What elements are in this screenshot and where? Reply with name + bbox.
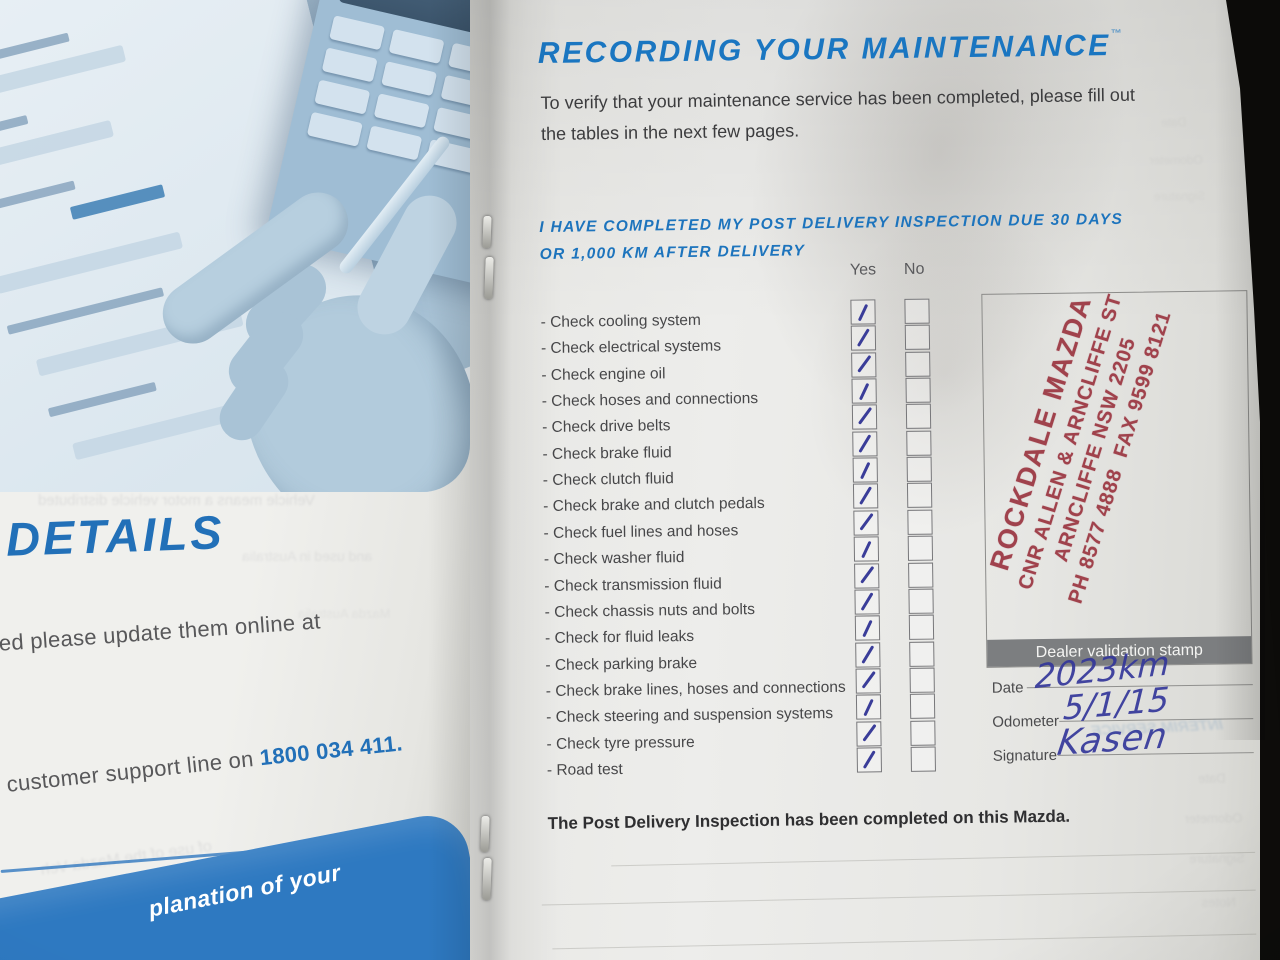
yes-checkbox — [853, 536, 880, 562]
show-through-text: Date — [1160, 114, 1187, 130]
no-checkbox — [910, 720, 936, 746]
no-checkbox — [905, 377, 931, 403]
blue-box-text-fragment: planation of your — [146, 859, 343, 922]
show-through-text: Notes — [1201, 894, 1236, 910]
tick-mark — [863, 698, 874, 717]
no-checkbox — [906, 482, 933, 508]
no-checkbox — [908, 562, 934, 588]
no-checkbox — [904, 324, 931, 350]
device-keypad — [306, 15, 470, 187]
details-heading: DETAILS — [5, 505, 226, 566]
tick-mark — [859, 512, 874, 531]
tick-mark — [857, 328, 870, 347]
no-checkbox — [907, 535, 934, 561]
form-field — [0, 231, 184, 294]
no-checkbox — [906, 430, 932, 456]
no-checkbox — [908, 614, 935, 640]
tick-mark — [859, 486, 872, 505]
show-through-text: Date — [1197, 770, 1226, 786]
show-through-text: Signature — [1153, 188, 1206, 204]
blue-info-box: planation of your — [0, 808, 522, 960]
tick-mark — [861, 670, 876, 689]
show-through-text: Odometer — [1184, 810, 1243, 827]
tick-mark — [860, 461, 871, 480]
yes-checkbox — [853, 510, 879, 536]
staple — [484, 256, 494, 300]
support-line-text: s customer support line on 1800 034 411. — [0, 730, 404, 799]
yes-checkbox — [855, 694, 882, 720]
yes-checkbox — [850, 299, 876, 325]
no-checkbox — [905, 403, 932, 429]
yes-column-header: Yes — [849, 261, 877, 279]
signature-field-label: Signature — [992, 746, 1058, 765]
yes-checkbox — [851, 378, 877, 404]
no-checkbox — [910, 746, 936, 772]
update-online-text: ged please update them online at — [0, 608, 322, 657]
tick-mark — [860, 565, 875, 584]
checklist-item-label: - Road test — [546, 760, 623, 779]
trademark-mark: ™ — [1110, 27, 1122, 41]
no-column-header: No — [903, 260, 925, 278]
no-checkbox — [905, 351, 931, 377]
tick-mark — [861, 540, 872, 559]
tick-mark — [858, 434, 872, 453]
odometer-field-label: Odometer — [992, 712, 1060, 731]
section-heading: I HAVE COMPLETED MY POST DELIVERY INSPEC… — [539, 206, 1124, 268]
staple — [482, 857, 492, 901]
no-checkbox — [909, 693, 936, 719]
show-through-line — [552, 933, 1257, 950]
show-through-text: and used in Australia — [242, 548, 372, 564]
show-through-line — [541, 889, 1256, 906]
intro-paragraph: To verify that your maintenance service … — [540, 80, 1135, 150]
tick-mark — [861, 645, 875, 664]
yes-checkbox — [855, 642, 881, 668]
form-button — [69, 184, 166, 220]
date-field-label: Date — [991, 679, 1024, 697]
tick-mark — [860, 592, 874, 611]
right-page-content: RECORDING YOUR MAINTENANCE™ To verify th… — [470, 0, 1260, 960]
form-field — [0, 119, 115, 178]
show-through-text: Odometer — [1149, 152, 1203, 168]
yes-checkbox — [851, 352, 877, 378]
yes-checkbox — [855, 668, 881, 694]
tick-mark — [858, 303, 869, 322]
no-checkbox — [909, 641, 935, 667]
form-field — [0, 44, 127, 110]
tick-mark — [857, 354, 872, 373]
staple — [482, 215, 492, 249]
no-checkbox — [907, 509, 933, 535]
page-title: RECORDING YOUR MAINTENANCE™ — [537, 27, 1122, 71]
left-page: Vehicle means a motor vehicle distribute… — [0, 0, 522, 960]
right-page: RECORDING YOUR MAINTENANCE™ To verify th… — [470, 0, 1260, 960]
show-through-line — [611, 851, 1256, 867]
no-checkbox — [904, 298, 930, 324]
hand-pointing-photo — [0, 0, 470, 492]
yes-checkbox — [850, 325, 877, 351]
yes-checkbox — [851, 404, 878, 430]
support-phone-number: 1800 034 411. — [258, 730, 404, 771]
form-line — [47, 381, 157, 418]
tick-mark — [858, 406, 873, 425]
tick-mark — [862, 723, 877, 742]
tick-mark — [859, 382, 870, 401]
yes-checkbox — [856, 747, 882, 773]
form-line — [6, 287, 165, 335]
yes-checkbox — [852, 431, 878, 457]
support-line-prefix: s customer support line on — [0, 745, 262, 799]
yes-checkbox — [854, 615, 881, 641]
tick-mark — [862, 619, 873, 638]
no-checkbox — [909, 667, 935, 693]
no-checkbox — [908, 588, 934, 614]
completion-statement: The Post Delivery Inspection has been co… — [547, 806, 1071, 833]
staple — [480, 815, 490, 853]
yes-checkbox — [854, 589, 880, 615]
yes-checkbox — [856, 721, 882, 747]
form-line — [0, 180, 76, 219]
yes-checkbox — [852, 457, 878, 483]
yes-checkbox — [854, 563, 880, 589]
no-checkbox — [906, 456, 932, 482]
tick-mark — [863, 750, 876, 769]
yes-checkbox — [852, 483, 879, 509]
